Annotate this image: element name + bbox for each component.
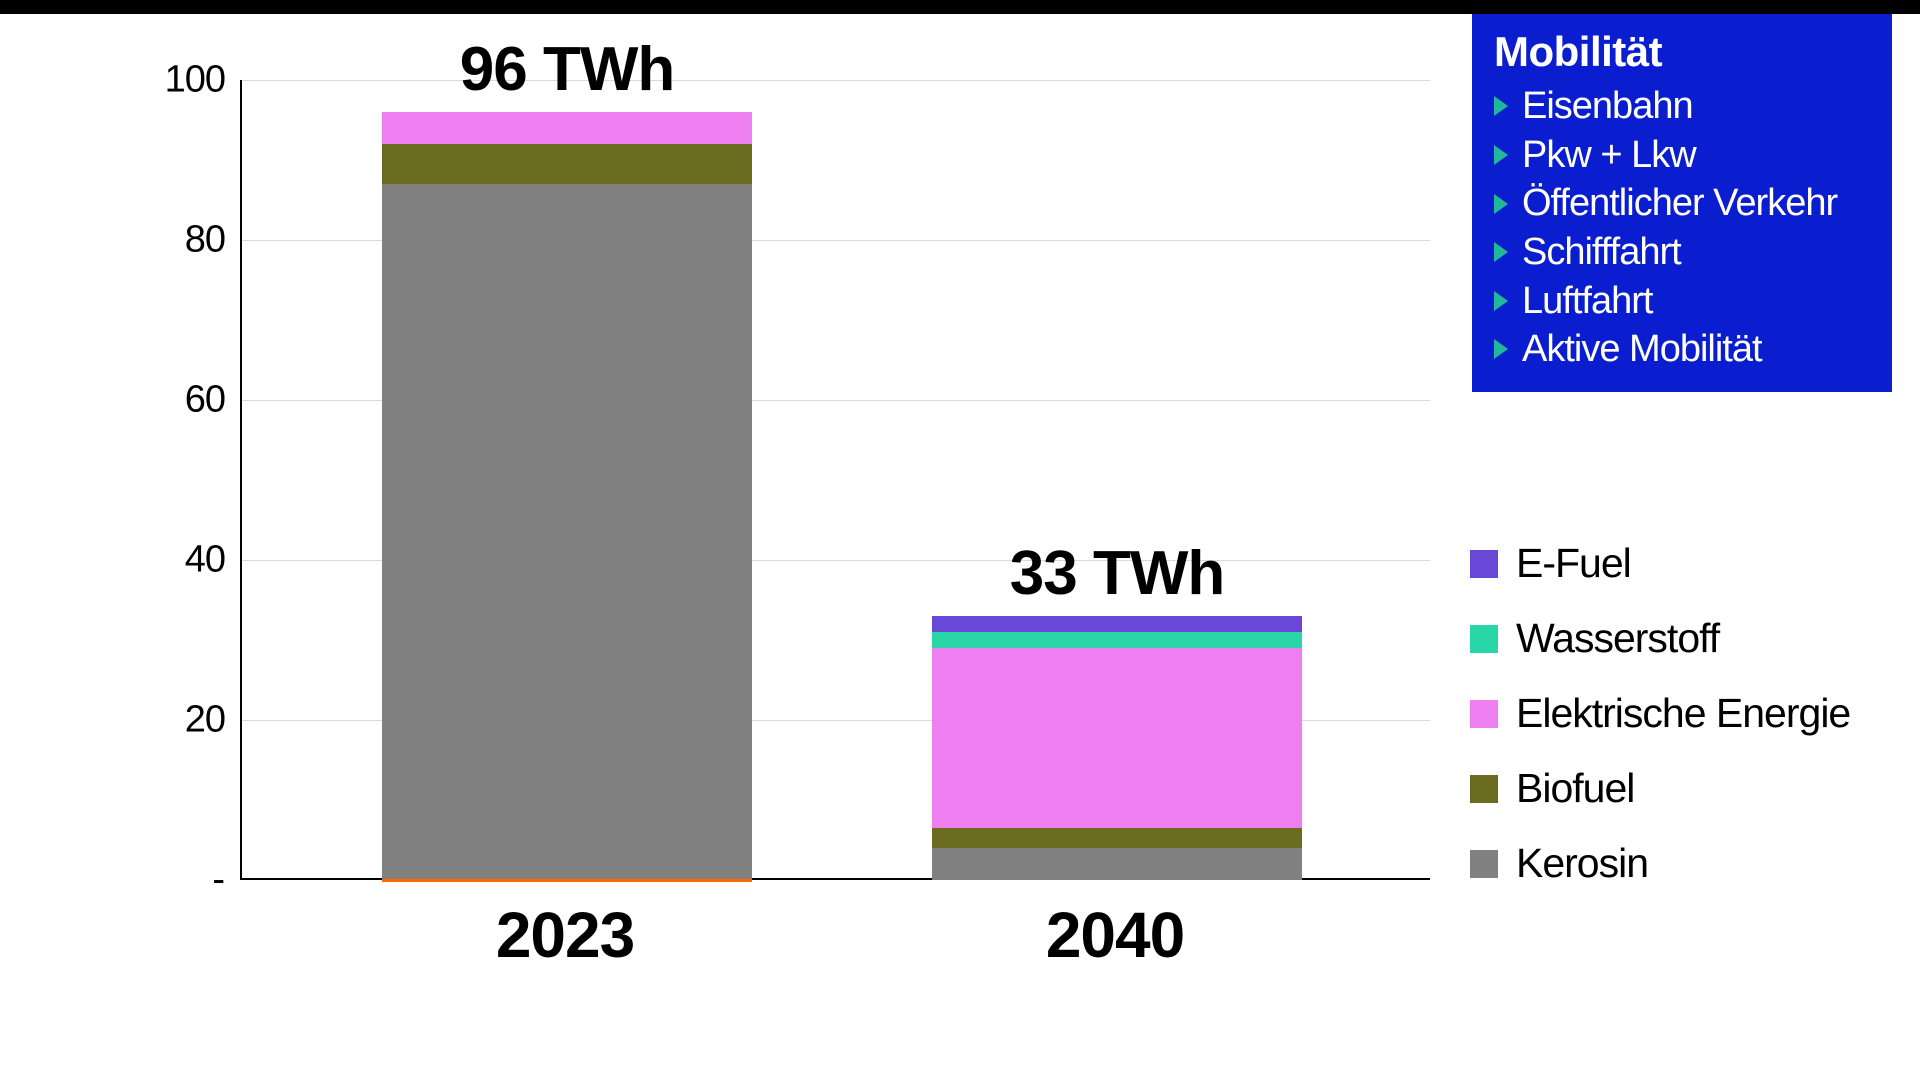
plot-area: 96 TWh 33 TWh [240, 80, 1430, 880]
nav-item-label: Schifffahrt [1522, 228, 1681, 277]
segment-e_fuel [932, 616, 1302, 632]
bar-total-label: 96 TWh [382, 34, 752, 105]
y-tick-label: 60 [125, 379, 225, 422]
nav-item-label: Aktive Mobilität [1522, 325, 1762, 374]
chevron-right-icon [1494, 291, 1508, 311]
nav-panel: Mobilität EisenbahnPkw + LkwÖffentlicher… [1472, 14, 1892, 392]
y-tick-label: 80 [125, 219, 225, 262]
nav-item-label: Eisenbahn [1522, 82, 1693, 131]
nav-item[interactable]: Luftfahrt [1494, 277, 1870, 326]
bar-2023: 96 TWh [382, 112, 752, 880]
chevron-right-icon [1494, 242, 1508, 262]
bar-total-label: 33 TWh [932, 538, 1302, 609]
legend-label: Elektrische Energie [1516, 690, 1850, 737]
chart: 96 TWh33 TWh 20406080100-20232040 [70, 80, 1430, 950]
nav-item-label: Luftfahrt [1522, 277, 1652, 326]
segment-wasserstoff [932, 632, 1302, 648]
legend-label: Wasserstoff [1516, 615, 1719, 662]
segment-elektrische_energie [932, 648, 1302, 828]
legend: E-Fuel Wasserstoff Elektrische Energie Biof… [1470, 540, 1890, 915]
chevron-right-icon [1494, 194, 1508, 214]
y-tick-zero: - [125, 859, 225, 902]
legend-swatch [1470, 550, 1498, 578]
legend-item-wasserstoff: Wasserstoff [1470, 615, 1890, 662]
segment-kerosin [932, 848, 1302, 880]
y-tick-label: 40 [125, 539, 225, 582]
segment-kerosin [382, 184, 752, 880]
legend-item-elektrische_energie: Elektrische Energie [1470, 690, 1890, 737]
y-tick-label: 100 [125, 59, 225, 102]
legend-item-kerosin: Kerosin [1470, 840, 1890, 887]
chevron-right-icon [1494, 339, 1508, 359]
nav-item[interactable]: Öffentlicher Verkehr [1494, 179, 1870, 228]
legend-swatch [1470, 625, 1498, 653]
legend-item-biofuel: Biofuel [1470, 765, 1890, 812]
legend-label: Biofuel [1516, 765, 1634, 812]
segment-biofuel [932, 828, 1302, 848]
nav-item[interactable]: Aktive Mobilität [1494, 325, 1870, 374]
nav-item-label: Pkw + Lkw [1522, 131, 1696, 180]
nav-item-label: Öffentlicher Verkehr [1522, 179, 1837, 228]
legend-swatch [1470, 700, 1498, 728]
legend-label: Kerosin [1516, 840, 1648, 887]
nav-item[interactable]: Schifffahrt [1494, 228, 1870, 277]
segment-biofuel [382, 144, 752, 184]
nav-item[interactable]: Pkw + Lkw [1494, 131, 1870, 180]
legend-swatch [1470, 775, 1498, 803]
x-category-label: 2040 [930, 898, 1300, 972]
chevron-right-icon [1494, 96, 1508, 116]
y-tick-label: 20 [125, 699, 225, 742]
segment-elektrische_energie [382, 112, 752, 144]
nav-title: Mobilität [1494, 28, 1870, 76]
bar-2040: 33 TWh [932, 616, 1302, 880]
chevron-right-icon [1494, 145, 1508, 165]
nav-item[interactable]: Eisenbahn [1494, 82, 1870, 131]
x-category-label: 2023 [380, 898, 750, 972]
legend-item-e_fuel: E-Fuel [1470, 540, 1890, 587]
legend-label: E-Fuel [1516, 540, 1631, 587]
baseline-accent [382, 879, 752, 882]
legend-swatch [1470, 850, 1498, 878]
top-black-bar [0, 0, 1920, 14]
